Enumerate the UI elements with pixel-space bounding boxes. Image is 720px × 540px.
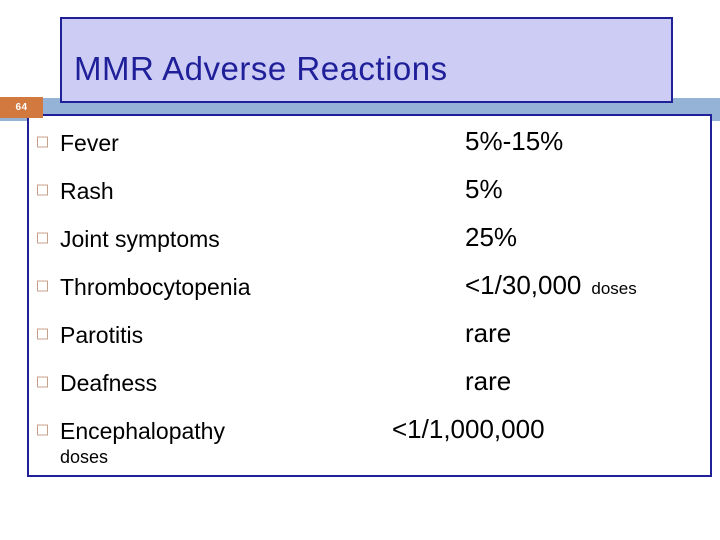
reaction-value: <1/1,000,000 bbox=[392, 414, 545, 445]
reaction-label: Parotitis bbox=[60, 322, 144, 348]
table-row: Parotitis rare bbox=[0, 316, 720, 352]
reaction-value-main: rare bbox=[465, 366, 512, 396]
slide-number-badge: 64 bbox=[0, 97, 43, 118]
table-row: Rash 5% bbox=[0, 172, 720, 208]
reaction-value-suffix: doses bbox=[591, 279, 637, 298]
table-row: Thrombocytopenia <1/30,000 doses bbox=[0, 268, 720, 304]
reaction-value: rare bbox=[465, 318, 511, 349]
bullet-square-icon bbox=[37, 280, 48, 292]
bullet-square-icon bbox=[37, 328, 48, 340]
reaction-label: Deafness bbox=[60, 370, 158, 396]
reaction-value-main: <1/30,000 bbox=[465, 270, 582, 300]
bullet-square-icon bbox=[37, 376, 48, 388]
reaction-value: 25% bbox=[465, 222, 517, 253]
bullet-square-icon bbox=[37, 136, 48, 148]
reaction-label: Rash bbox=[60, 178, 114, 204]
reaction-value: <1/30,000 doses bbox=[465, 270, 637, 301]
reaction-value: 5%-15% bbox=[465, 126, 563, 157]
slide-number: 64 bbox=[15, 102, 28, 113]
reaction-value-main: <1/1,000,000 bbox=[392, 414, 545, 444]
title-box: MMR Adverse Reactions bbox=[60, 17, 673, 103]
reaction-label: Thrombocytopenia bbox=[60, 274, 251, 300]
bullet-square-icon bbox=[37, 184, 48, 196]
reaction-value-main: rare bbox=[465, 318, 512, 348]
bullet-square-icon bbox=[37, 424, 48, 436]
table-row: Deafness rare bbox=[0, 364, 720, 400]
reaction-label: Encephalopathy bbox=[60, 418, 225, 444]
reaction-label: Fever bbox=[60, 130, 119, 156]
reaction-value: rare bbox=[465, 366, 511, 397]
table-row: Fever 5%-15% bbox=[0, 124, 720, 160]
reaction-value-main: 25% bbox=[465, 222, 518, 252]
bullet-square-icon bbox=[37, 232, 48, 244]
table-row: Encephalopathy <1/1,000,000 bbox=[0, 412, 720, 448]
reaction-label: Joint symptoms bbox=[60, 226, 220, 252]
reaction-value-continued: doses bbox=[60, 447, 109, 467]
content-panel bbox=[27, 114, 712, 477]
table-row: Joint symptoms 25% bbox=[0, 220, 720, 256]
reaction-value-main: 5%-15% bbox=[465, 126, 564, 156]
reaction-value: 5% bbox=[465, 174, 503, 205]
slide-title: MMR Adverse Reactions bbox=[74, 50, 448, 87]
reaction-value-main: 5% bbox=[465, 174, 503, 204]
